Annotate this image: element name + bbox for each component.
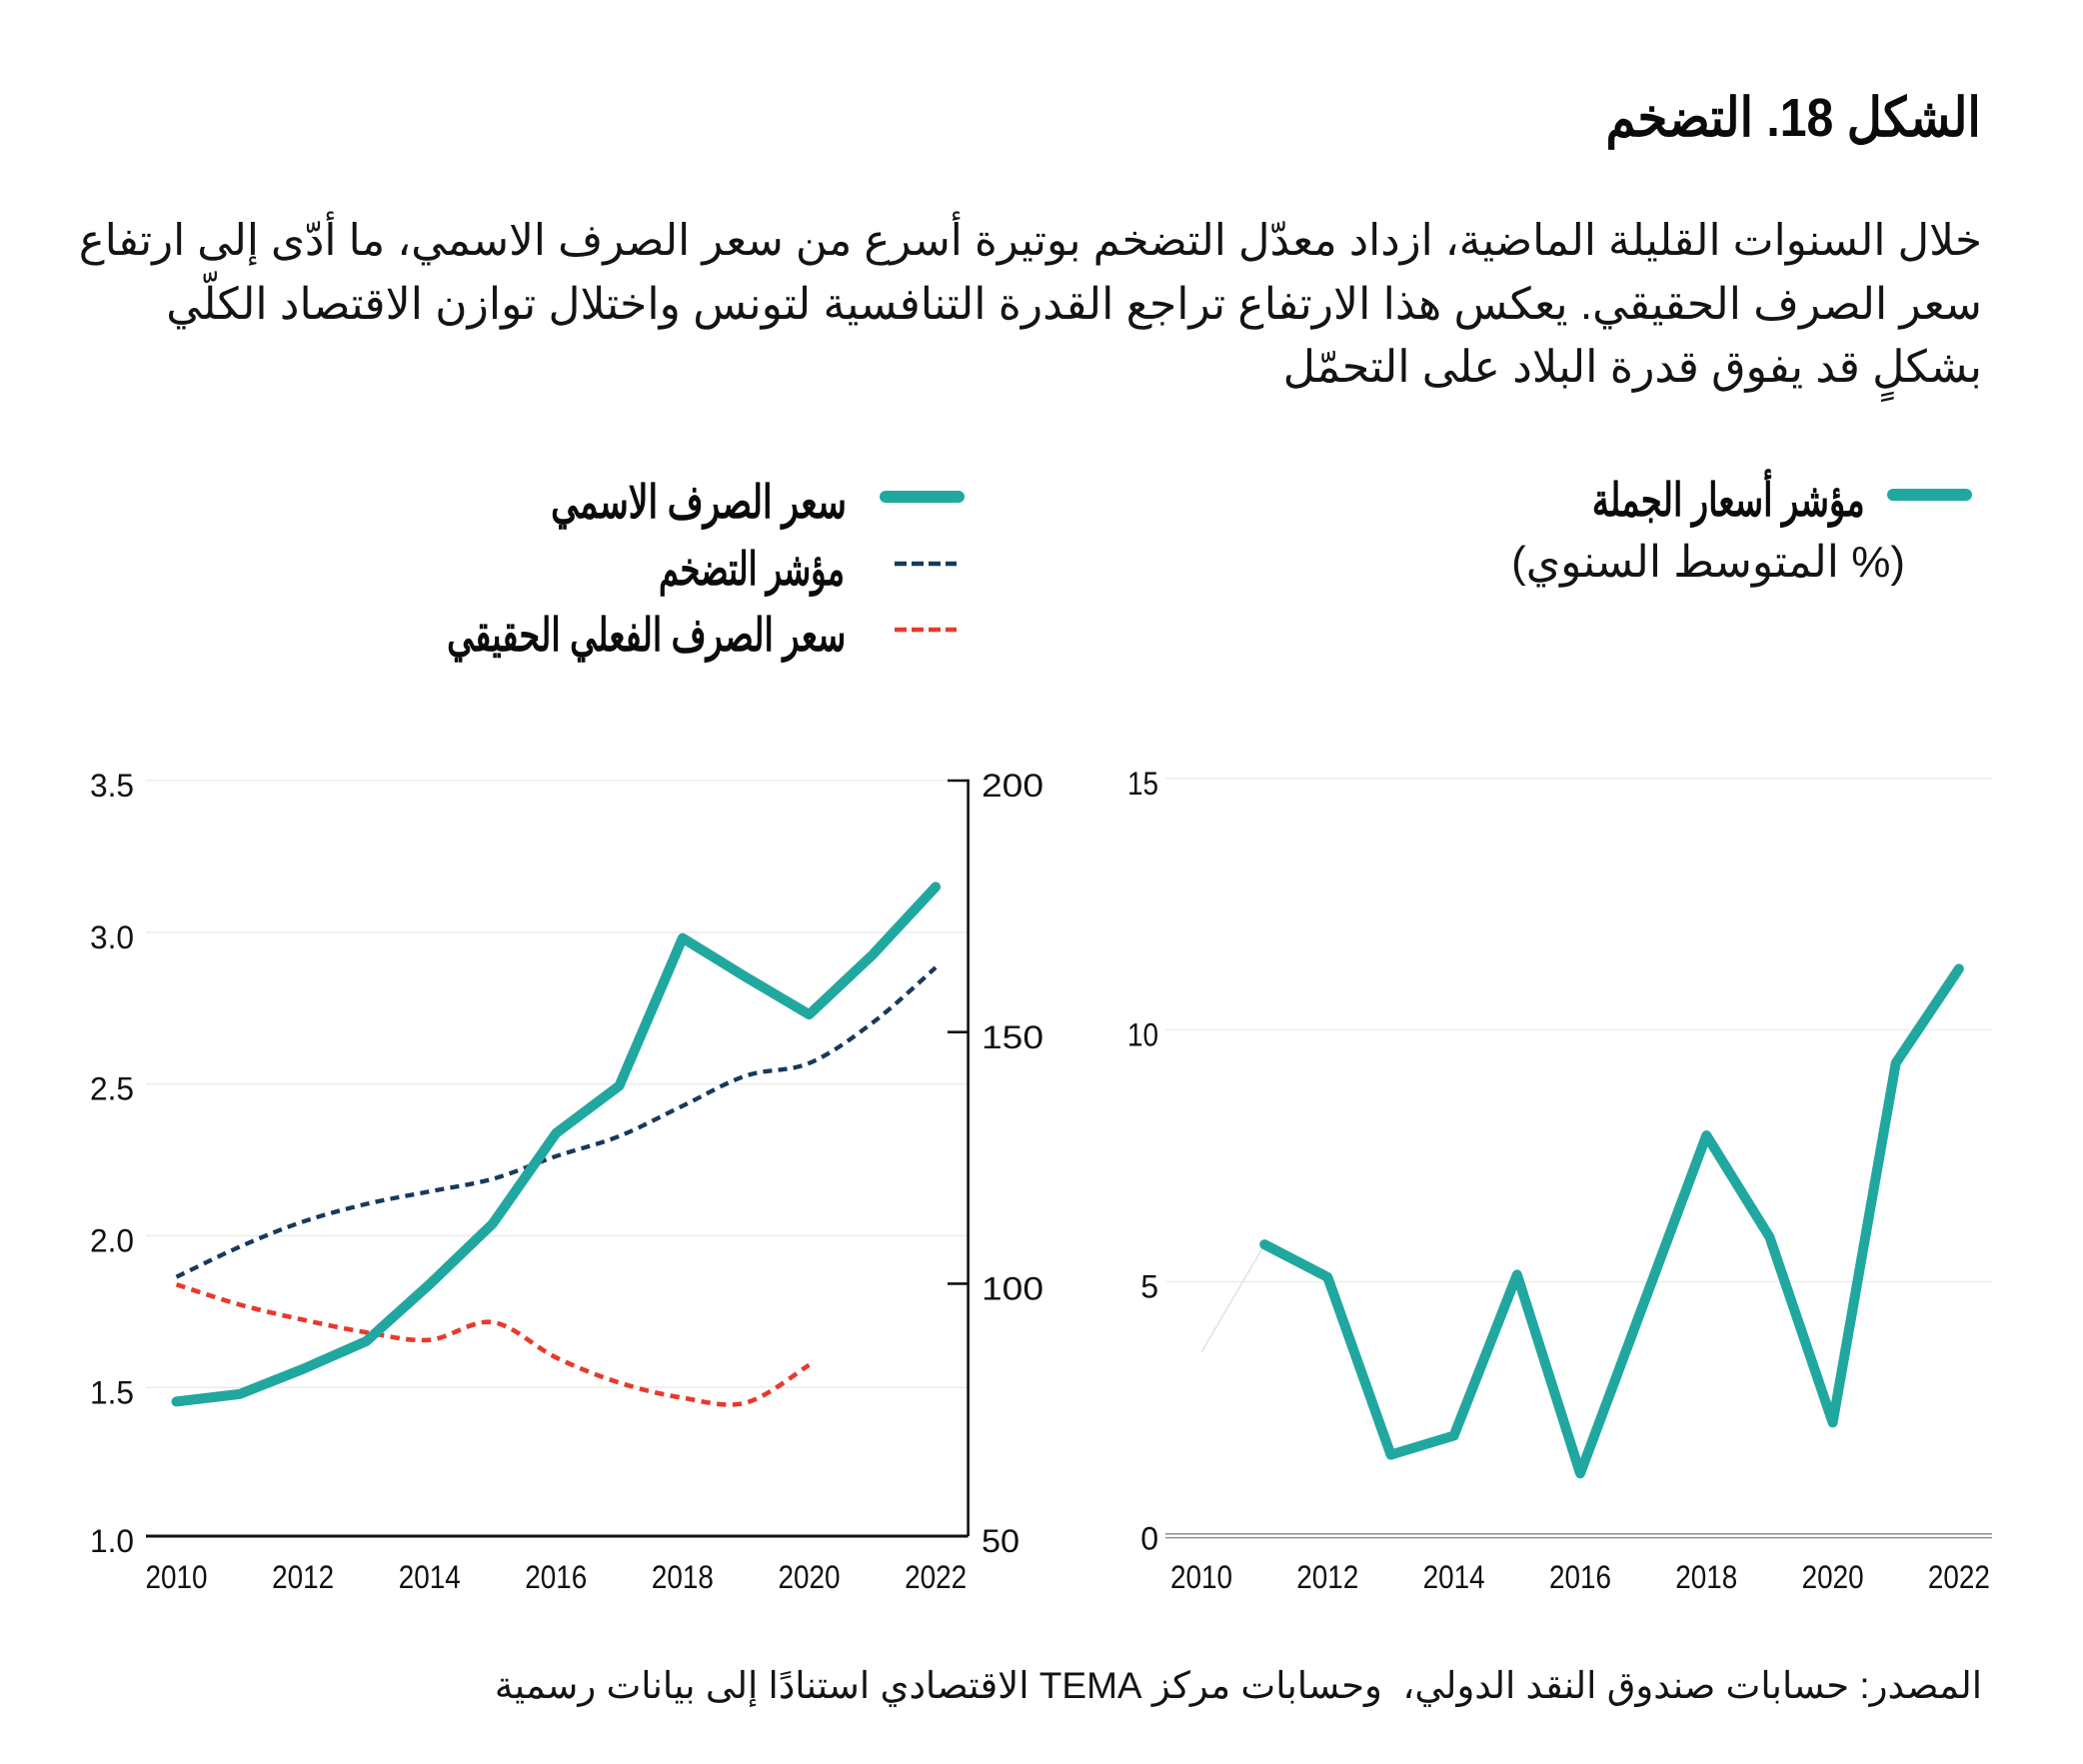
svg-text:2014: 2014 — [1423, 1559, 1485, 1595]
svg-text:3.0: 3.0 — [90, 919, 134, 955]
svg-text:1.5: 1.5 — [90, 1374, 134, 1410]
svg-text:2020: 2020 — [1802, 1559, 1864, 1595]
svg-text:5: 5 — [1140, 1269, 1158, 1305]
svg-text:2018: 2018 — [1675, 1559, 1737, 1595]
svg-text:50: 50 — [982, 1523, 1020, 1559]
svg-text:2.5: 2.5 — [90, 1071, 134, 1107]
svg-text:2012: 2012 — [1296, 1559, 1358, 1595]
svg-text:0: 0 — [1140, 1521, 1158, 1557]
svg-text:2010: 2010 — [1170, 1559, 1232, 1595]
svg-text:150: 150 — [982, 1019, 1043, 1055]
svg-text:1.0: 1.0 — [90, 1523, 134, 1559]
svg-text:2012: 2012 — [272, 1559, 334, 1595]
svg-text:2016: 2016 — [525, 1559, 587, 1595]
svg-text:2020: 2020 — [779, 1559, 841, 1595]
svg-text:2022: 2022 — [905, 1559, 967, 1595]
svg-text:2022: 2022 — [1928, 1559, 1990, 1595]
svg-text:10: 10 — [1127, 1017, 1158, 1053]
svg-text:2.0: 2.0 — [90, 1223, 134, 1259]
svg-text:100: 100 — [982, 1271, 1043, 1307]
svg-text:2014: 2014 — [399, 1559, 461, 1595]
svg-text:15: 15 — [1127, 766, 1158, 802]
svg-text:2010: 2010 — [146, 1559, 208, 1595]
svg-text:3.5: 3.5 — [90, 768, 134, 804]
svg-text:200: 200 — [982, 768, 1043, 804]
svg-text:2018: 2018 — [652, 1559, 714, 1595]
svg-text:2016: 2016 — [1549, 1559, 1611, 1595]
